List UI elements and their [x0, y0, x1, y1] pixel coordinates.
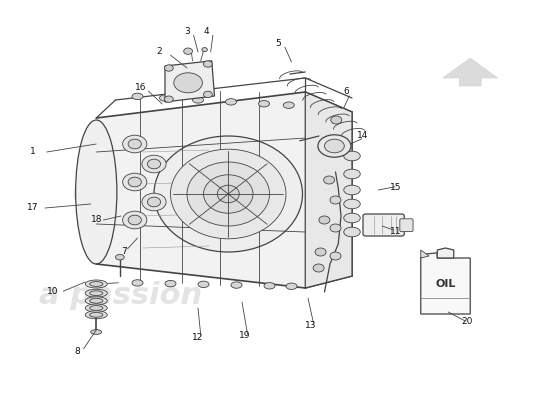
Polygon shape — [421, 250, 429, 258]
Ellipse shape — [231, 282, 242, 288]
Ellipse shape — [154, 136, 302, 252]
Text: 10: 10 — [47, 288, 58, 296]
Ellipse shape — [142, 155, 166, 173]
Ellipse shape — [132, 93, 143, 100]
Text: 19: 19 — [239, 332, 250, 340]
Text: 18: 18 — [91, 216, 102, 224]
Ellipse shape — [132, 280, 143, 286]
Ellipse shape — [226, 99, 236, 105]
Ellipse shape — [128, 177, 141, 187]
Ellipse shape — [147, 159, 161, 169]
Ellipse shape — [85, 304, 107, 312]
Ellipse shape — [85, 297, 107, 305]
Ellipse shape — [344, 185, 360, 195]
Ellipse shape — [184, 48, 192, 54]
Text: 13: 13 — [305, 322, 316, 330]
Ellipse shape — [123, 173, 147, 191]
Ellipse shape — [187, 162, 270, 226]
Ellipse shape — [313, 264, 324, 272]
Ellipse shape — [315, 248, 326, 256]
Ellipse shape — [90, 282, 103, 286]
Ellipse shape — [192, 97, 204, 103]
Text: 12: 12 — [192, 334, 204, 342]
Text: 8: 8 — [74, 348, 80, 356]
Ellipse shape — [202, 48, 207, 52]
Ellipse shape — [170, 149, 286, 239]
Ellipse shape — [160, 95, 170, 101]
Ellipse shape — [90, 298, 103, 303]
Ellipse shape — [198, 281, 209, 288]
Text: 15: 15 — [390, 184, 402, 192]
Ellipse shape — [85, 280, 107, 288]
Ellipse shape — [174, 73, 202, 93]
Polygon shape — [443, 58, 498, 86]
Ellipse shape — [330, 196, 341, 204]
Text: 3: 3 — [184, 28, 190, 36]
Polygon shape — [96, 92, 352, 288]
Ellipse shape — [85, 311, 107, 319]
Ellipse shape — [344, 151, 360, 161]
Ellipse shape — [128, 139, 141, 149]
Text: 14: 14 — [358, 132, 368, 140]
Ellipse shape — [128, 215, 141, 225]
Text: 5: 5 — [275, 40, 280, 48]
Text: 11: 11 — [390, 228, 402, 236]
Ellipse shape — [331, 116, 342, 124]
Ellipse shape — [90, 312, 103, 317]
Text: 16: 16 — [135, 84, 146, 92]
Ellipse shape — [344, 227, 360, 237]
Ellipse shape — [90, 291, 103, 296]
Ellipse shape — [344, 169, 360, 179]
Ellipse shape — [330, 252, 341, 260]
Text: 4: 4 — [204, 28, 209, 36]
Ellipse shape — [286, 283, 297, 290]
Ellipse shape — [204, 175, 253, 213]
Ellipse shape — [319, 216, 330, 224]
Text: europes: europes — [72, 170, 287, 214]
Ellipse shape — [204, 91, 212, 98]
Ellipse shape — [217, 185, 239, 203]
Ellipse shape — [323, 176, 334, 184]
Text: since 1985: since 1985 — [165, 246, 333, 274]
Ellipse shape — [330, 224, 341, 232]
Ellipse shape — [165, 280, 176, 287]
Polygon shape — [421, 253, 470, 314]
Ellipse shape — [204, 61, 212, 67]
Ellipse shape — [283, 102, 294, 108]
Ellipse shape — [344, 199, 360, 209]
Text: 2: 2 — [157, 48, 162, 56]
Ellipse shape — [324, 139, 344, 153]
Ellipse shape — [264, 282, 275, 289]
Ellipse shape — [85, 289, 107, 297]
Ellipse shape — [344, 213, 360, 223]
Ellipse shape — [123, 211, 147, 229]
Ellipse shape — [91, 330, 102, 334]
Ellipse shape — [164, 65, 173, 71]
Ellipse shape — [123, 135, 147, 153]
FancyBboxPatch shape — [400, 219, 413, 232]
Text: 7: 7 — [121, 248, 126, 256]
Ellipse shape — [258, 100, 270, 107]
Text: 1: 1 — [30, 148, 36, 156]
Ellipse shape — [328, 136, 339, 144]
Text: OIL: OIL — [435, 279, 456, 289]
Ellipse shape — [142, 193, 166, 211]
FancyBboxPatch shape — [363, 214, 404, 236]
Text: 20: 20 — [462, 318, 473, 326]
Text: 17: 17 — [28, 204, 38, 212]
Polygon shape — [437, 248, 454, 258]
Ellipse shape — [76, 120, 117, 264]
Ellipse shape — [116, 254, 124, 260]
Text: a passion: a passion — [39, 282, 202, 310]
Polygon shape — [165, 61, 214, 102]
Ellipse shape — [147, 197, 161, 207]
Ellipse shape — [318, 135, 351, 157]
Ellipse shape — [90, 306, 103, 310]
Polygon shape — [305, 92, 352, 288]
Ellipse shape — [164, 96, 173, 102]
Text: 6: 6 — [344, 88, 349, 96]
